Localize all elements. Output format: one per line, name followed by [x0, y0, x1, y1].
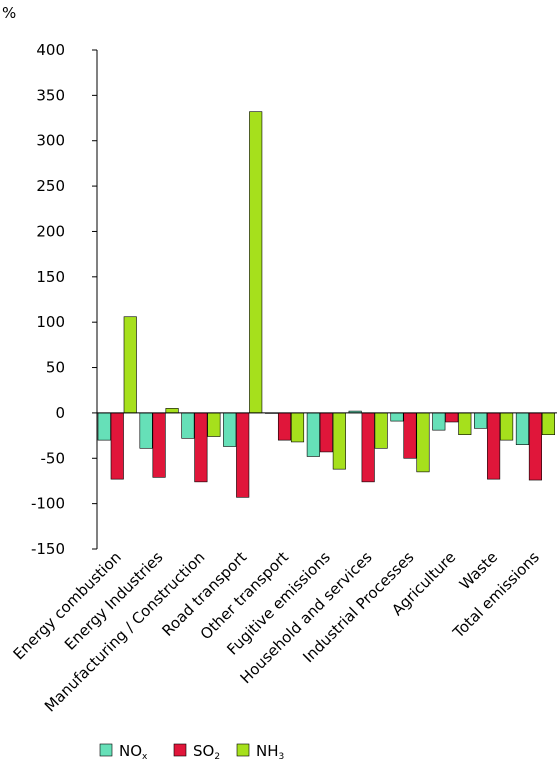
y-tick-label: -150 — [31, 540, 65, 558]
bar-nox-9 — [474, 412, 488, 429]
bar-nox-8 — [432, 412, 446, 431]
bar-so2-3 — [236, 412, 250, 498]
y-tick-label: -50 — [41, 449, 66, 467]
legend-swatch-nh3 — [236, 743, 250, 757]
bar-nox-3 — [223, 412, 237, 447]
bar-so2-7 — [403, 412, 417, 459]
bar-nh3-4 — [290, 412, 305, 443]
legend-label-nh3: NH3 — [256, 742, 284, 762]
bar-nh3-9 — [500, 412, 514, 441]
bar-nox-0 — [97, 412, 111, 441]
y-tick-label: 300 — [36, 132, 65, 150]
bar-nh3-2 — [207, 412, 221, 437]
bar-nh3-3 — [249, 111, 263, 414]
bar-nox-2 — [181, 412, 195, 439]
bar-nh3-6 — [374, 412, 388, 449]
legend-label-so2: SO2 — [193, 742, 220, 762]
bar-so2-0 — [110, 412, 124, 480]
y-tick-label: 200 — [36, 222, 65, 240]
legend-label-nox: NOx — [119, 742, 148, 762]
y-tick-label: 250 — [36, 177, 65, 195]
bar-nox-10 — [515, 412, 529, 445]
bar-so2-6 — [361, 412, 375, 483]
y-tick-label: 50 — [46, 359, 65, 377]
y-tick-label: 400 — [36, 41, 65, 59]
bar-so2-9 — [487, 412, 501, 480]
bar-so2-2 — [194, 412, 208, 483]
legend-swatch-nox — [99, 743, 113, 757]
y-tick-label: 0 — [55, 404, 65, 422]
bar-nh3-10 — [541, 412, 555, 435]
y-axis: 400 350 300 250 200 150 100 50 0 -50 -100 -150% — [2, 4, 557, 558]
bar-nh3-8 — [458, 412, 472, 435]
bar-so2-10 — [528, 412, 542, 481]
bar-nh3-1 — [165, 408, 179, 414]
legend-swatch-so2 — [173, 743, 187, 757]
category-label: Manufacturing / Construction — [41, 548, 208, 715]
bar-nh3-5 — [332, 412, 346, 470]
bar-so2-4 — [277, 412, 292, 441]
y-tick-label: 350 — [36, 86, 65, 104]
bar-so2-8 — [445, 412, 459, 423]
bar-so2-1 — [152, 412, 166, 478]
y-tick-label: 150 — [36, 268, 65, 286]
bar-nox-7 — [390, 412, 404, 422]
bar-so2-5 — [319, 412, 333, 453]
bar-nox-1 — [139, 412, 153, 449]
bar-nh3-7 — [416, 412, 430, 473]
y-tick-label: -100 — [31, 495, 65, 513]
bar-nox-5 — [306, 412, 320, 457]
y-axis-unit-label: % — [2, 4, 16, 22]
y-tick-label: 100 — [36, 313, 65, 331]
legend: NOx SO2 NH3 — [99, 742, 284, 762]
plot-area — [97, 111, 555, 498]
bar-nh3-0 — [123, 316, 137, 414]
